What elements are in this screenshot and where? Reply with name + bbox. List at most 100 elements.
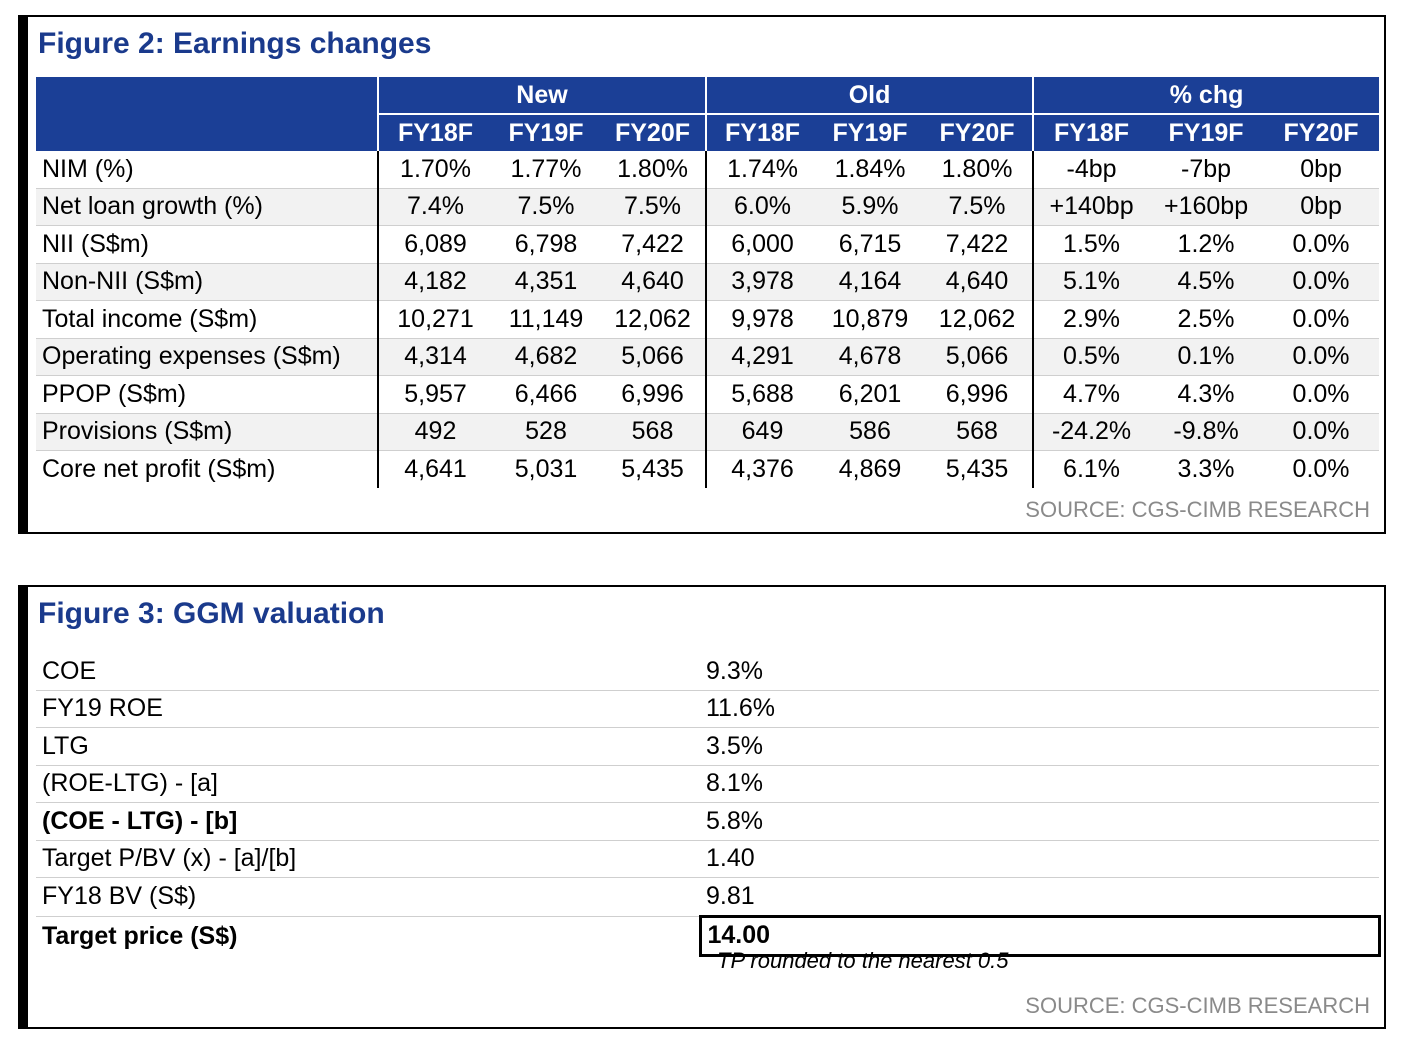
year-header: FY20F	[922, 114, 1034, 151]
year-header-row: FY18F FY19F FY20F FY18F FY19F FY20F FY18…	[36, 114, 1380, 151]
table-cell: 5,435	[945, 454, 1009, 483]
table-cell: 1.2%	[1149, 225, 1264, 264]
row-label: NIM (%)	[36, 151, 378, 189]
table-cell: 5,957	[377, 375, 492, 414]
table-cell: 4,640	[600, 263, 707, 301]
row-label: Net loan growth (%)	[36, 188, 378, 226]
figure-3-panel: Figure 3: GGM valuation COE 9.3% FY19 ROE 1…	[18, 585, 1386, 1029]
table-cell: 0bp	[1263, 151, 1380, 189]
row-label: FY18 BV (S$)	[36, 877, 700, 917]
group-header-old: Old	[705, 77, 1034, 115]
table-cell: 4.5%	[1149, 263, 1264, 301]
table-cell: 7.5%	[600, 188, 707, 226]
table-cell: 7.5%	[492, 188, 600, 226]
year-header: FY18F	[377, 114, 492, 151]
table-cell: 1.84%	[818, 151, 923, 189]
year-header: FY18F	[1032, 114, 1150, 151]
row-label: FY19 ROE	[36, 690, 700, 728]
table-cell: 4,682	[492, 338, 600, 376]
table-cell: 1.74%	[705, 151, 819, 189]
table-cell: 1.80%	[922, 151, 1034, 189]
table-cell: 0.0%	[1292, 454, 1350, 483]
table-cell: 1.77%	[492, 151, 600, 189]
table-cell: 568	[922, 413, 1034, 451]
row-label: Target price (S$)	[42, 921, 238, 950]
figure-2-title: Figure 2: Earnings changes	[38, 27, 432, 60]
table-cell: 0bp	[1263, 188, 1380, 226]
table-row: (COE - LTG) - [b] 5.8%	[36, 802, 1379, 841]
table-cell: 12,062	[922, 300, 1034, 339]
table-row: Operating expenses (S$m) 4,314 4,682 5,066 4…	[36, 338, 1380, 376]
row-value: 9.3%	[700, 653, 1379, 691]
table-cell: 0.1%	[1149, 338, 1264, 376]
table-cell: 6,466	[492, 375, 600, 414]
table-row: Total income (S$m) 10,271 11,149 12,062 9,97…	[36, 300, 1380, 339]
figure-2-panel: Figure 2: Earnings changes New Old % chg…	[18, 15, 1386, 534]
row-label: PPOP (S$m)	[36, 375, 378, 414]
table-row: PPOP (S$m) 5,957 6,466 6,996 5,688 6,201 6,996…	[36, 375, 1380, 414]
table-cell: 568	[600, 413, 707, 451]
table-cell: 11,149	[492, 300, 600, 339]
table-cell: 5,031	[514, 454, 578, 483]
table-cell: 6,996	[922, 375, 1034, 414]
table-row: Target P/BV (x) - [a]/[b] 1.40	[36, 840, 1379, 878]
row-label: Target P/BV (x) - [a]/[b]	[36, 840, 700, 878]
row-label: LTG	[36, 727, 700, 766]
table-cell: +160bp	[1149, 188, 1264, 226]
table-cell: 0.0%	[1263, 225, 1380, 264]
row-value: 11.6%	[700, 690, 1379, 728]
table-cell: 1.70%	[377, 151, 492, 189]
table-cell: 5.9%	[818, 188, 923, 226]
table-cell: 5,066	[600, 338, 707, 376]
row-label: Operating expenses (S$m)	[36, 338, 378, 376]
table-cell: 6.0%	[705, 188, 819, 226]
year-header: FY19F	[492, 114, 600, 151]
table-cell: 4,641	[377, 450, 492, 488]
table-cell: 0.0%	[1263, 300, 1380, 339]
year-header: FY20F	[1263, 114, 1380, 151]
table-row: Core net profit (S$m) 4,641 5,031 5,435 4,37…	[36, 450, 1379, 488]
table-row: LTG 3.5%	[36, 727, 1379, 766]
table-cell: 6,000	[705, 225, 819, 264]
table-cell: 2.5%	[1149, 300, 1264, 339]
table-cell: 528	[492, 413, 600, 451]
row-label: (COE - LTG) - [b]	[36, 802, 700, 841]
row-value: 5.8%	[700, 802, 1379, 841]
row-value: 9.81	[700, 877, 1379, 917]
table-cell: 2.9%	[1032, 300, 1150, 339]
table-cell: 4,314	[377, 338, 492, 376]
rounding-note: TP rounded to the nearest 0.5	[717, 948, 1009, 973]
table-cell: 586	[818, 413, 923, 451]
table-cell: 492	[377, 413, 492, 451]
table-cell: 4.3%	[1149, 375, 1264, 414]
figure-3-source: SOURCE: CGS-CIMB RESEARCH	[1025, 993, 1370, 1018]
table-cell: 6,715	[818, 225, 923, 264]
table-row: COE 9.3%	[36, 653, 1379, 691]
table-row: (ROE-LTG) - [a] 8.1%	[36, 765, 1379, 803]
table-cell: 7,422	[922, 225, 1034, 264]
table-cell: 12,062	[600, 300, 707, 339]
table-cell: -9.8%	[1149, 413, 1264, 451]
table-cell: 4,351	[492, 263, 600, 301]
table-cell: 10,879	[818, 300, 923, 339]
year-header: FY18F	[705, 114, 819, 151]
table-cell: 10,271	[377, 300, 492, 339]
row-value: 8.1%	[700, 765, 1379, 803]
year-header: FY19F	[818, 114, 923, 151]
group-header-pct-chg: % chg	[1032, 77, 1380, 115]
table-cell: 1.5%	[1032, 225, 1150, 264]
table-cell: -24.2%	[1032, 413, 1150, 451]
row-label: NII (S$m)	[36, 225, 378, 264]
table-cell: 5,688	[705, 375, 819, 414]
table-cell: +140bp	[1032, 188, 1150, 226]
target-price-row: Target price (S$) 14.00	[36, 914, 1381, 957]
table-cell: 0.5%	[1032, 338, 1150, 376]
table-row: FY18 BV (S$) 9.81	[36, 877, 1379, 917]
table-row: NIM (%) 1.70% 1.77% 1.80% 1.74% 1.84% 1.80% -4b…	[36, 151, 1380, 189]
table-cell: 4,376	[705, 450, 819, 488]
year-header: FY19F	[1149, 114, 1264, 151]
table-row: NII (S$m) 6,089 6,798 7,422 6,000 6,715 7,422 1…	[36, 225, 1380, 264]
header-corner	[36, 114, 378, 151]
table-cell: 4,182	[377, 263, 492, 301]
table-cell: 6,996	[600, 375, 707, 414]
